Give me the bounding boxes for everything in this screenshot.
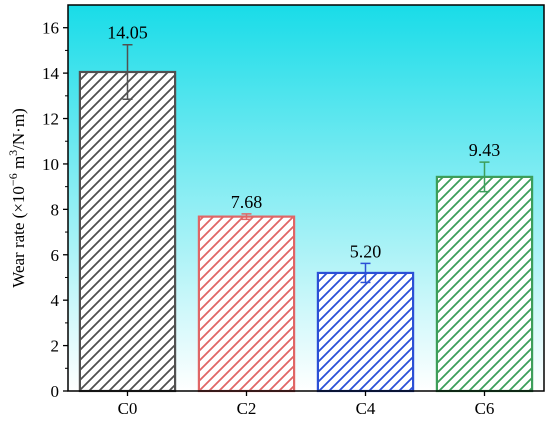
y-tick-label: 14 xyxy=(42,64,60,83)
error-bar-c2 xyxy=(241,213,252,221)
y-axis-title-middle: m xyxy=(9,156,28,173)
bar-c6 xyxy=(435,175,534,393)
bar-c0 xyxy=(78,70,177,393)
y-tick-label: 0 xyxy=(51,382,60,401)
x-tick-label-c6: C6 xyxy=(475,399,495,418)
error-bar-c4 xyxy=(360,262,371,284)
y-tick-label: 12 xyxy=(42,110,59,129)
data-label-c4: 5.20 xyxy=(350,241,382,261)
data-label-c2: 7.68 xyxy=(231,192,263,212)
x-tick-label-c4: C4 xyxy=(356,399,376,418)
data-label-c0: 14.05 xyxy=(107,23,148,43)
x-axis: C0 C2 C4 C6 xyxy=(118,391,495,418)
y-tick-label: 8 xyxy=(51,200,60,219)
y-axis-title-exp1: −6 xyxy=(6,173,20,186)
y-tick-label: 2 xyxy=(51,337,60,356)
y-axis-title: Wear rate (×10−6 m3/N·m) xyxy=(6,108,28,287)
y-tick-label: 16 xyxy=(42,19,59,38)
plot-frame xyxy=(67,4,545,392)
data-label-c6: 9.43 xyxy=(469,140,501,160)
y-axis-title-prefix: Wear rate (×10 xyxy=(9,186,28,288)
y-tick-label: 4 xyxy=(51,291,60,310)
bar-c4 xyxy=(316,271,415,393)
error-bars-layer xyxy=(122,43,490,284)
y-tick-label: 10 xyxy=(42,155,59,174)
error-bar-c0 xyxy=(122,43,133,100)
data-labels-layer: 14.05 7.68 5.20 9.43 xyxy=(107,23,500,262)
y-axis: 0 2 4 6 8 10 12 14 16 xyxy=(42,19,68,401)
y-axis-title-suffix: /N·m) xyxy=(9,108,28,150)
error-bar-c6 xyxy=(479,161,490,193)
y-tick-label: 6 xyxy=(51,246,60,265)
bars-layer xyxy=(78,70,534,393)
x-tick-label-c0: C0 xyxy=(118,399,138,418)
y-axis-title-exp2: 3 xyxy=(6,150,20,156)
x-tick-label-c2: C2 xyxy=(237,399,257,418)
bar-c2 xyxy=(197,215,296,393)
